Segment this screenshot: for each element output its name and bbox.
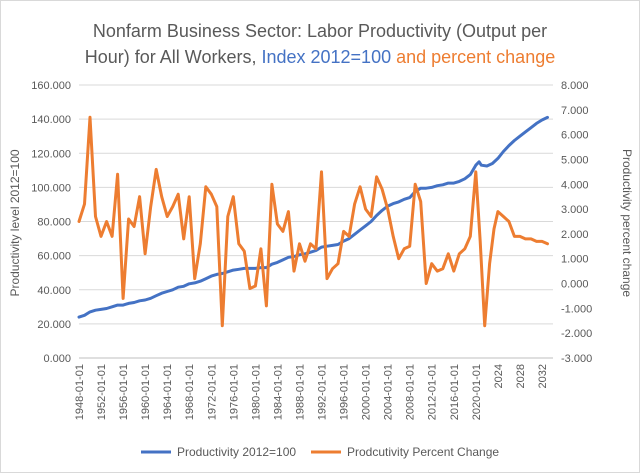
- x-tick-label: 1996-01-01: [339, 364, 351, 420]
- y-tick-label: 60.000: [37, 251, 71, 263]
- x-tick-label: 2024: [493, 364, 505, 388]
- chart-title: Nonfarm Business Sector: Labor Productiv…: [85, 21, 555, 67]
- y-tick-label: 100.000: [31, 182, 71, 194]
- x-tick-label: 1960-01-01: [140, 364, 152, 420]
- chart-title-percent: and percent change: [391, 47, 555, 67]
- x-tick-label: 1956-01-01: [118, 364, 130, 420]
- legend-label-productivity: Productivity 2012=100: [177, 445, 296, 459]
- y2-tick-label: 1.000: [561, 254, 589, 266]
- chart-title-line2: Hour) for All Workers, Index 2012=100 an…: [85, 47, 555, 67]
- x-tick-label: 2000-01-01: [361, 364, 373, 420]
- y2-tick-label: -2.000: [561, 328, 592, 340]
- x-tick-label: 2004-01-01: [383, 364, 395, 420]
- y-tick-label: 0.000: [43, 353, 71, 365]
- y-axis-right-ticks: -3.000 -2.000 -1.000 0.000 1.000 2.000 3.000 4.…: [561, 80, 592, 365]
- chart-title-part1: Hour) for All Workers,: [85, 47, 262, 67]
- y-tick-label: 80.000: [37, 217, 71, 229]
- x-tick-label: 1976-01-01: [228, 364, 240, 420]
- legend: Productivity 2012=100 Prodcutivity Perce…: [141, 445, 499, 459]
- x-tick-label: 1968-01-01: [184, 364, 196, 420]
- y2-tick-label: 7.000: [561, 105, 589, 117]
- x-tick-label: 1964-01-01: [162, 364, 174, 420]
- y2-tick-label: 8.000: [561, 80, 589, 92]
- y-tick-label: 140.000: [31, 114, 71, 126]
- x-tick-label: 2008-01-01: [405, 364, 417, 420]
- y2-tick-label: 4.000: [561, 179, 589, 191]
- y-tick-label: 40.000: [37, 285, 71, 297]
- x-tick-label: 2012-01-01: [427, 364, 439, 420]
- y-axis-left-ticks: 0.000 20.000 40.000 60.000 80.000 100.000 120.…: [31, 80, 71, 365]
- y-tick-label: 20.000: [37, 319, 71, 331]
- x-tick-label: 1948-01-01: [74, 364, 86, 420]
- y-axis-right-label: Productivity percent change: [620, 149, 634, 297]
- y2-tick-label: 6.000: [561, 130, 589, 142]
- y-tick-label: 120.000: [31, 148, 71, 160]
- x-tick-label: 1952-01-01: [96, 364, 108, 420]
- y2-tick-label: -1.000: [561, 303, 592, 315]
- x-tick-label: 1972-01-01: [206, 364, 218, 420]
- y2-tick-label: 5.000: [561, 154, 589, 166]
- y2-tick-label: -3.000: [561, 353, 592, 365]
- series-lines: [77, 115, 549, 328]
- x-axis-ticks: 1948-01-01 1952-01-01 1956-01-01 1960-01-01…: [74, 364, 549, 420]
- series-line-productivity: [77, 115, 549, 319]
- y2-tick-label: 0.000: [561, 279, 589, 291]
- y-axis-left-label: Productivity level 2012=100: [8, 149, 22, 296]
- chart-title-index: Index 2012=100: [261, 47, 391, 67]
- x-tick-label: 1980-01-01: [250, 364, 262, 420]
- x-tick-label: 2020-01-01: [471, 364, 483, 420]
- x-tick-label: 2032: [537, 364, 549, 388]
- x-tick-label: 1988-01-01: [294, 364, 306, 420]
- series-line-percent-change: [77, 115, 549, 328]
- x-tick-label: 2016-01-01: [449, 364, 461, 420]
- x-tick-label: 2028: [515, 364, 527, 388]
- y2-tick-label: 3.000: [561, 204, 589, 216]
- x-tick-label: 1992-01-01: [317, 364, 329, 420]
- legend-label-percent-change: Prodcutivity Percent Change: [347, 445, 499, 459]
- x-tick-label: 1984-01-01: [272, 364, 284, 420]
- chart-title-line1: Nonfarm Business Sector: Labor Productiv…: [93, 21, 547, 41]
- y2-tick-label: 2.000: [561, 229, 589, 241]
- gridlines: [79, 84, 553, 359]
- y-tick-label: 160.000: [31, 80, 71, 92]
